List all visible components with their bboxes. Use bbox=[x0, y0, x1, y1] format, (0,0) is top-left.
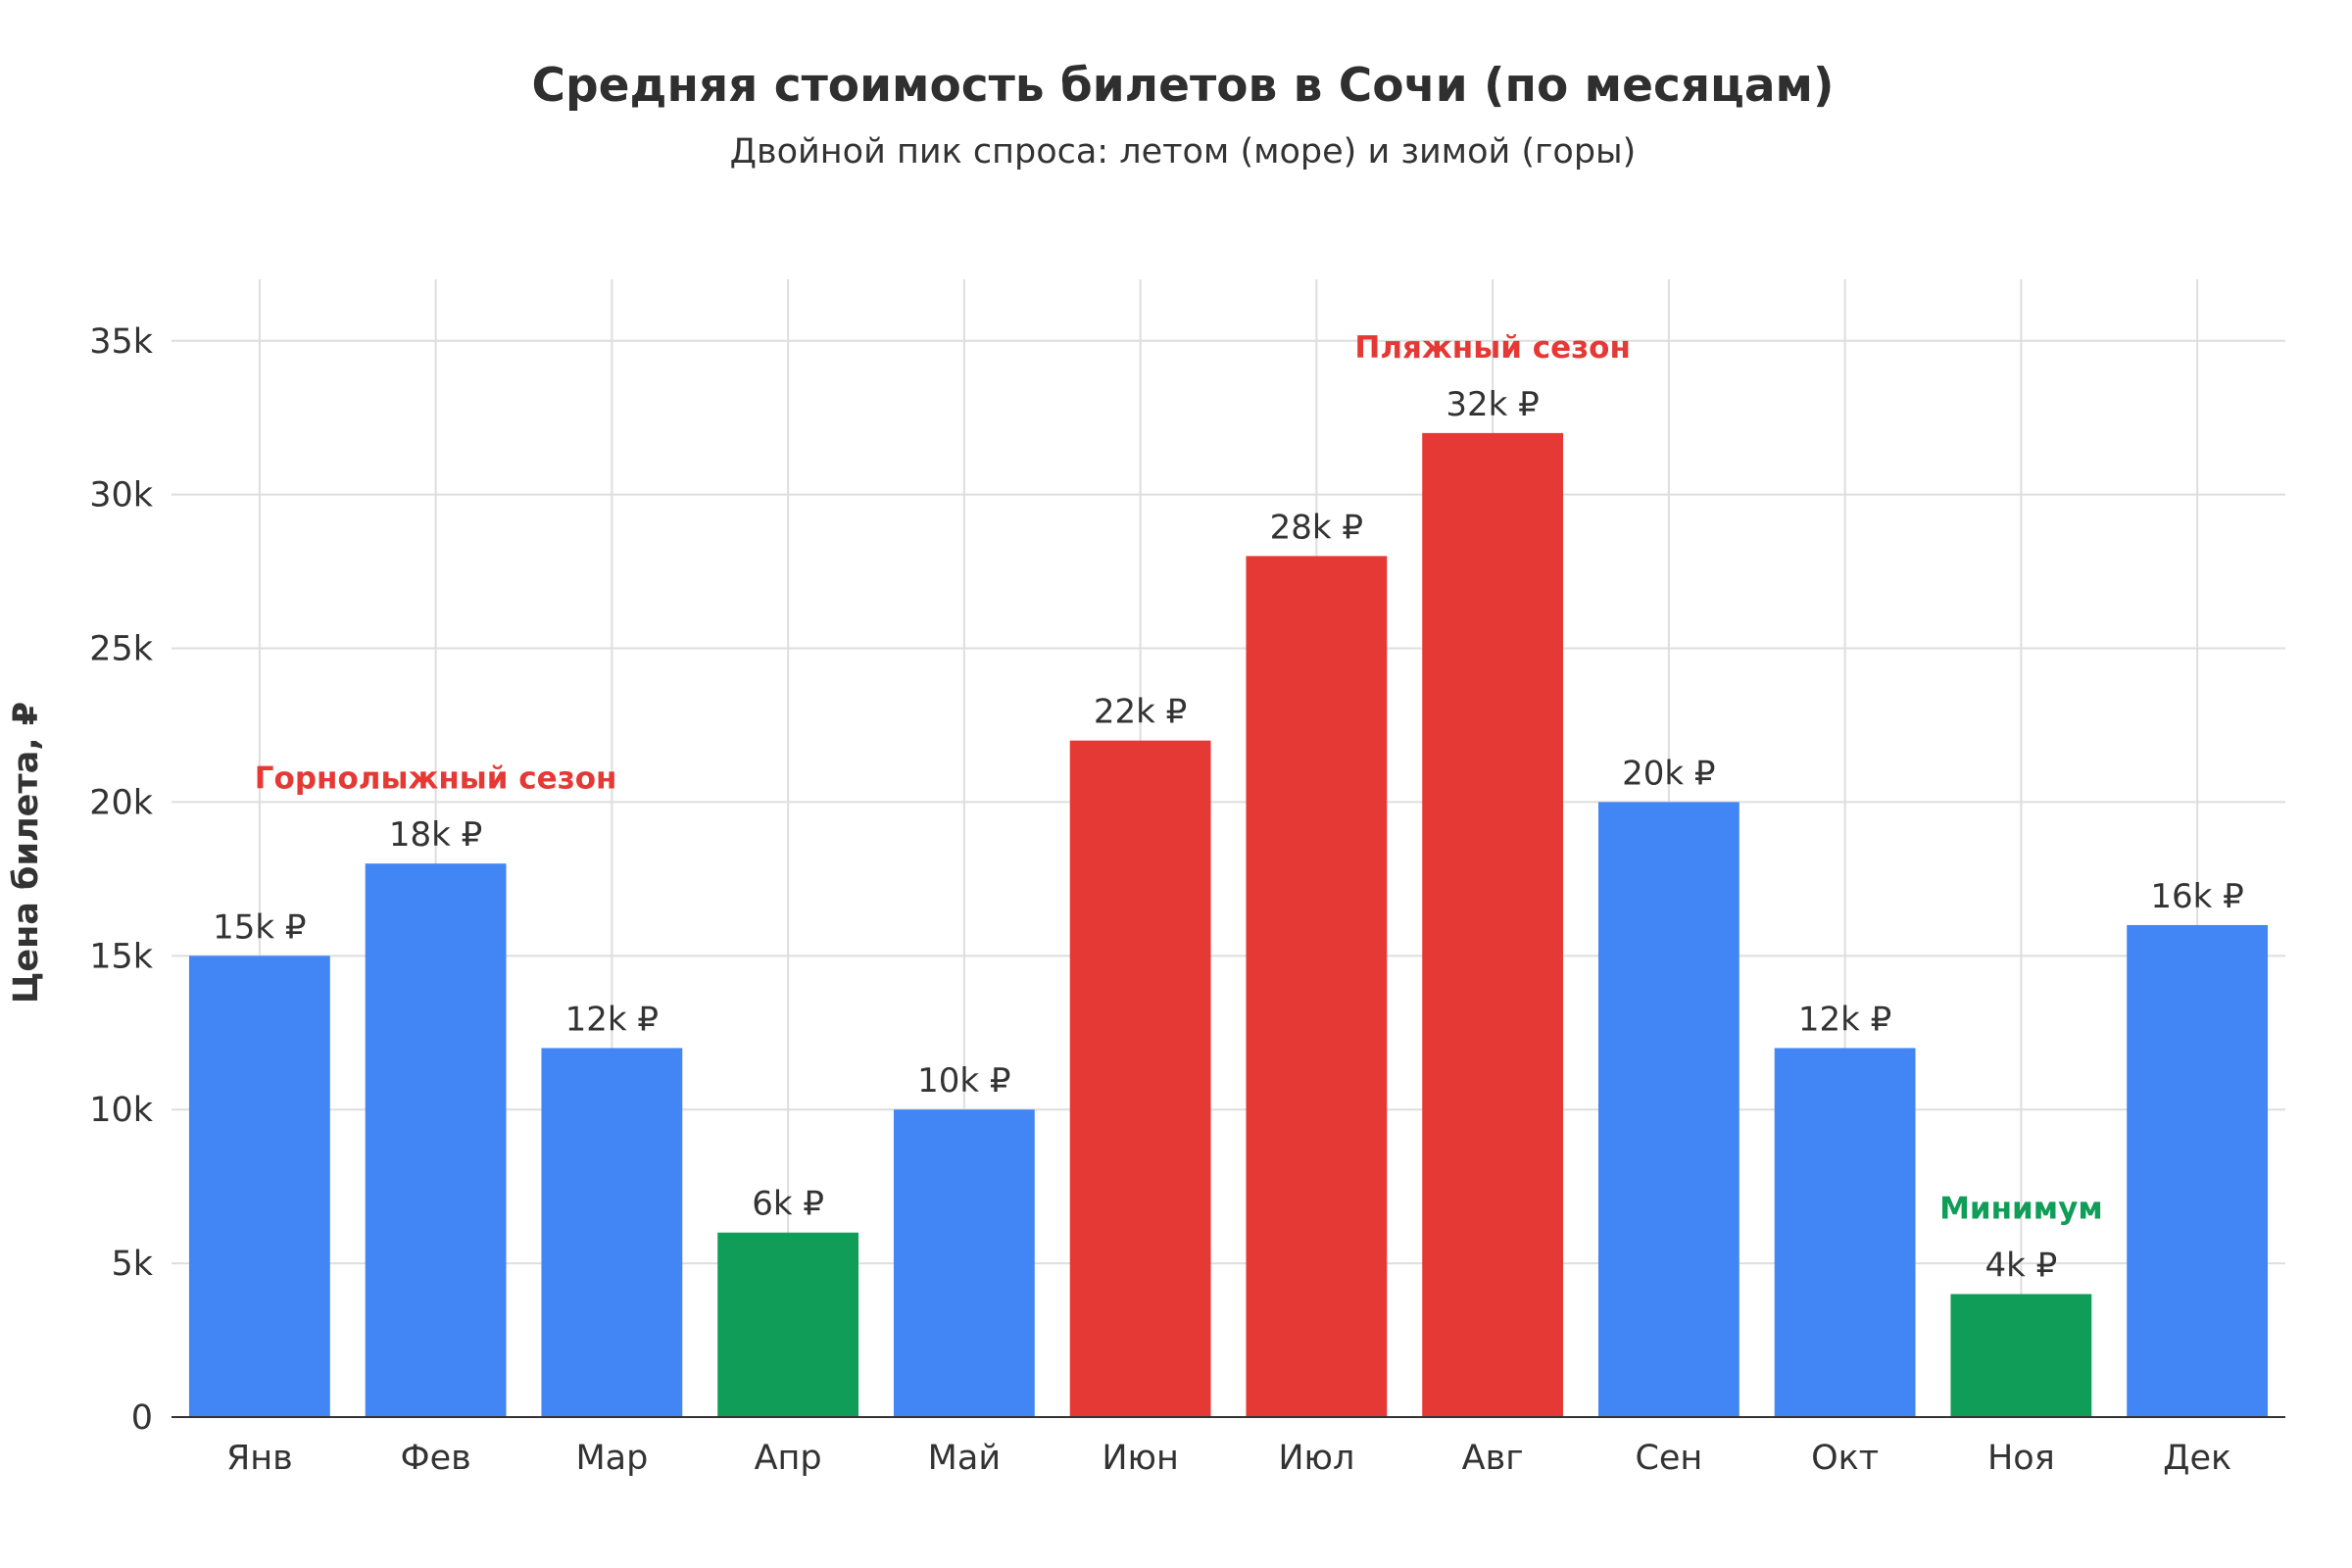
bar-value-label: 32k ₽ bbox=[1446, 385, 1539, 424]
y-tick-label: 10k bbox=[89, 1091, 154, 1130]
x-tick-label: Янв bbox=[226, 1439, 293, 1478]
x-tick-label: Авг bbox=[1462, 1439, 1524, 1478]
bar bbox=[1422, 432, 1564, 1417]
bar-value-label: 28k ₽ bbox=[1270, 508, 1363, 547]
x-tick-label: Июл bbox=[1278, 1439, 1354, 1478]
x-tick-label: Сен bbox=[1635, 1439, 1702, 1478]
bar bbox=[1950, 1294, 2092, 1417]
bar-value-label: 6k ₽ bbox=[752, 1185, 824, 1224]
x-tick-label: Апр bbox=[755, 1439, 822, 1478]
y-tick-label: 30k bbox=[89, 476, 154, 515]
bar-value-label: 15k ₽ bbox=[213, 907, 306, 947]
bar-value-label: 16k ₽ bbox=[2150, 877, 2243, 916]
x-tick-label: Июн bbox=[1102, 1439, 1179, 1478]
bar bbox=[365, 863, 507, 1417]
bar bbox=[1246, 556, 1388, 1417]
annotation-label: Пляжный сезон bbox=[1354, 330, 1631, 366]
bar-value-label: 18k ₽ bbox=[389, 815, 482, 855]
y-axis-label: Цена билета, ₽ bbox=[7, 702, 46, 1004]
y-tick-label: 25k bbox=[89, 630, 154, 669]
bar-value-label: 12k ₽ bbox=[565, 1000, 659, 1039]
x-tick-label: Май bbox=[928, 1439, 1001, 1478]
annotation-label: Минимум bbox=[1939, 1192, 2103, 1227]
bar bbox=[1069, 740, 1211, 1417]
bar bbox=[1597, 802, 1740, 1417]
bar bbox=[188, 956, 330, 1417]
bars-layer bbox=[188, 432, 2269, 1417]
y-tick-label: 5k bbox=[111, 1245, 153, 1284]
bar-value-label: 20k ₽ bbox=[1622, 754, 1715, 793]
bar-value-label: 12k ₽ bbox=[1798, 1000, 1891, 1039]
y-tick-label: 20k bbox=[89, 783, 154, 822]
bar bbox=[541, 1048, 683, 1417]
bar-value-label: 10k ₽ bbox=[917, 1061, 1010, 1101]
labels-layer: 0 5k 10k 15k 20k 25k 30k 35k 15k ₽ Янв 18k ₽ Фев 12k… bbox=[89, 322, 2244, 1478]
chart-subtitle: Двойной пик спроса: летом (море) и зимой… bbox=[730, 132, 1637, 172]
y-tick-label: 35k bbox=[89, 322, 154, 362]
bar bbox=[1774, 1048, 1916, 1417]
bar-value-label: 22k ₽ bbox=[1094, 693, 1187, 732]
bar bbox=[717, 1232, 859, 1417]
x-tick-label: Мар bbox=[575, 1439, 648, 1478]
y-tick-label: 0 bbox=[131, 1398, 153, 1438]
chart-title: Средняя стоимость билетов в Сочи (по мес… bbox=[532, 59, 1835, 113]
annotation-label: Горнолыжный сезон bbox=[255, 760, 617, 796]
y-tick-label: 15k bbox=[89, 937, 154, 976]
x-tick-label: Дек bbox=[2163, 1439, 2231, 1478]
bar bbox=[2127, 924, 2269, 1417]
x-tick-label: Фев bbox=[400, 1439, 470, 1478]
x-tick-label: Ноя bbox=[1987, 1439, 2055, 1478]
bar bbox=[893, 1109, 1035, 1417]
annotations-layer: Горнолыжный сезон Пляжный сезон Минимум bbox=[255, 330, 2103, 1227]
bar-value-label: 4k ₽ bbox=[1984, 1246, 2057, 1285]
x-tick-label: Окт bbox=[1811, 1439, 1879, 1478]
